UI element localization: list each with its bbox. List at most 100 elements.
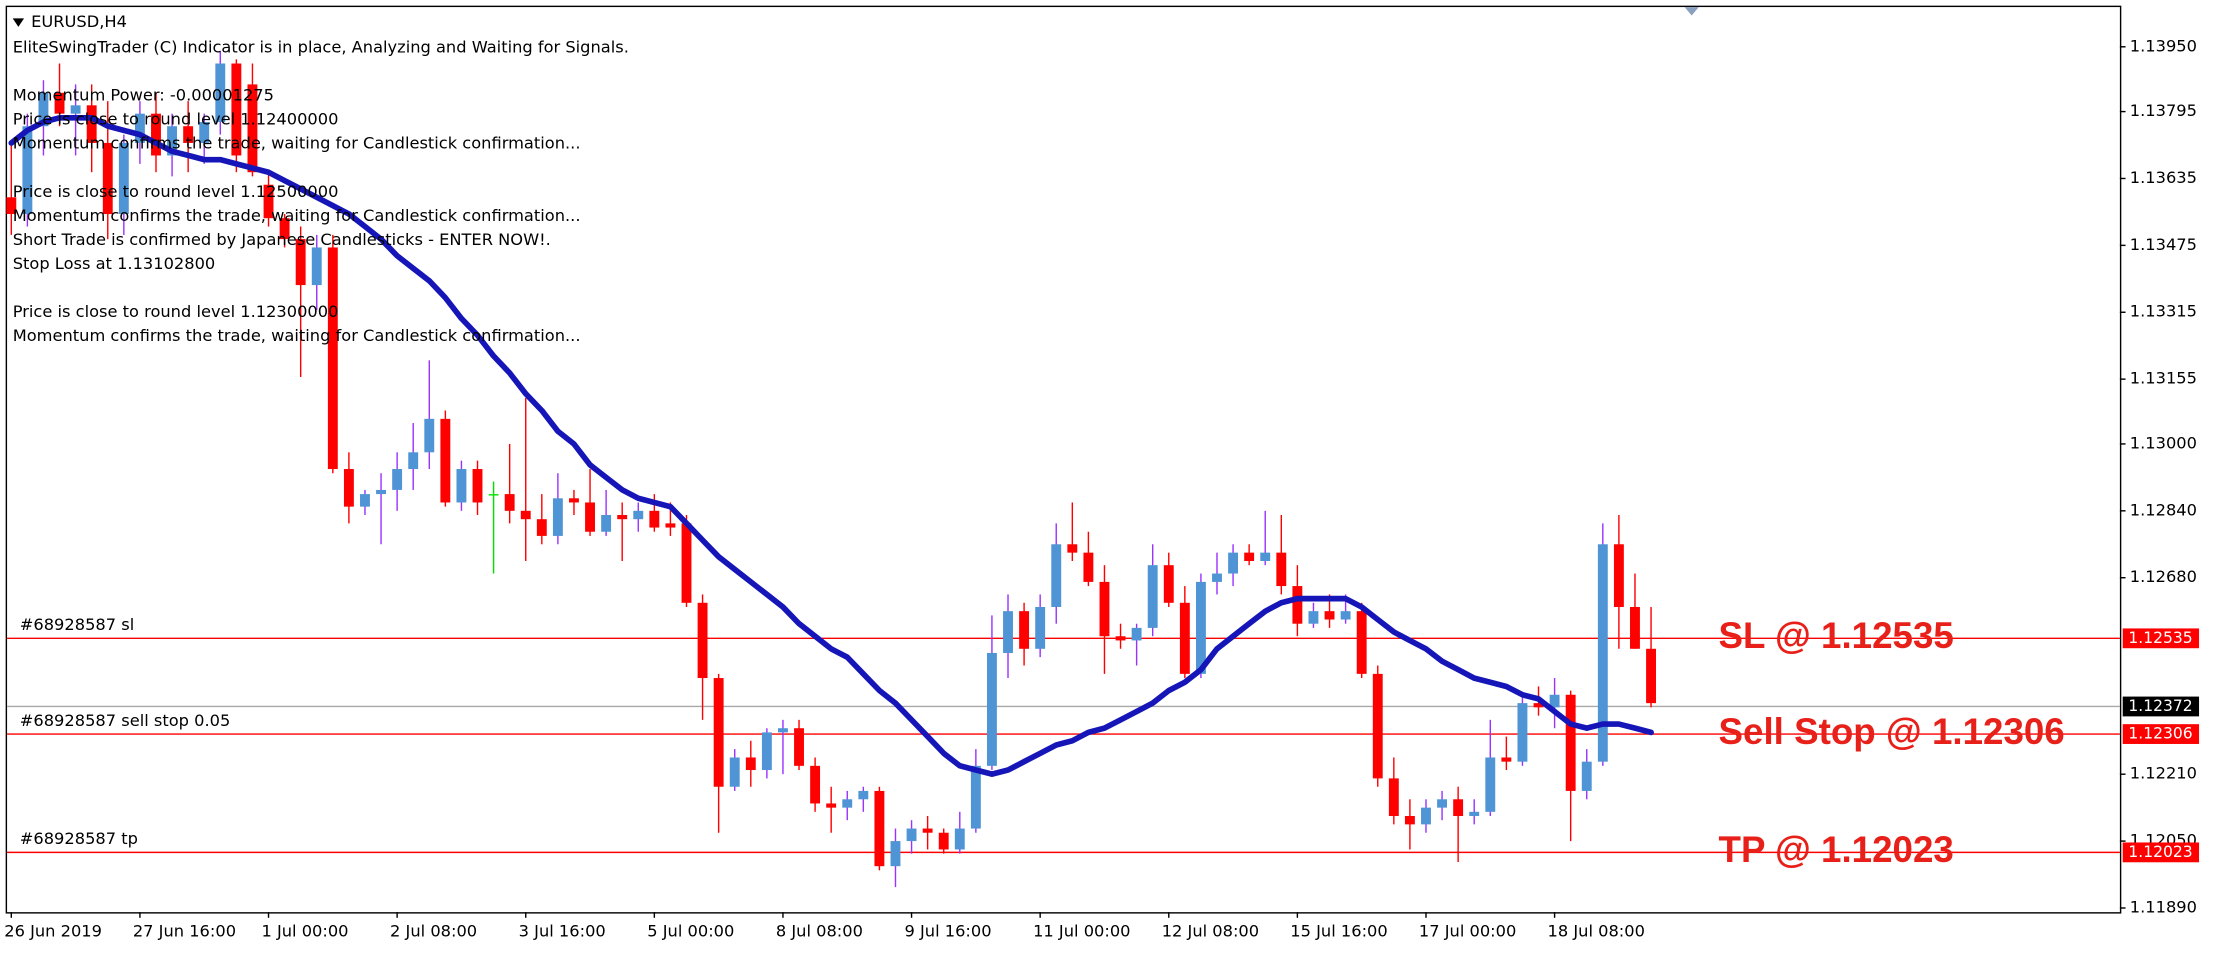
candle-body — [729, 757, 740, 787]
candle-body — [86, 105, 97, 143]
candle-body — [1099, 581, 1110, 637]
candle-body — [1228, 552, 1239, 574]
candle-body — [488, 494, 499, 496]
candle-body — [1308, 611, 1319, 624]
candle-body — [1003, 611, 1013, 653]
candle-body — [1421, 807, 1431, 825]
y-tick-label: 1.13315 — [2130, 302, 2197, 321]
candle-body — [810, 765, 821, 804]
candle-body — [504, 494, 515, 511]
y-tick-label: 1.13795 — [2130, 101, 2197, 120]
candle-body — [1581, 761, 1592, 791]
candle-body — [1051, 544, 1062, 607]
y-tick-label: 1.13635 — [2130, 168, 2197, 187]
candle-body — [1501, 757, 1512, 762]
x-tick-label: 27 Jun 16:00 — [133, 921, 236, 940]
price-box-label: 1.12023 — [2128, 843, 2192, 861]
candle-body — [617, 515, 628, 520]
candle-body — [1646, 648, 1656, 704]
y-tick-label: 1.13475 — [2130, 235, 2197, 254]
indicator-comment: Price is close to round level 1.12300000 — [13, 302, 339, 321]
x-tick-label: 18 Jul 08:00 — [1548, 921, 1645, 940]
candle-body — [1067, 544, 1078, 553]
candle-body — [954, 828, 965, 850]
candle-body — [1212, 573, 1222, 582]
candle-body — [1019, 611, 1030, 649]
order-label: #68928587 sell stop 0.05 — [20, 711, 231, 730]
x-tick-label: 3 Jul 16:00 — [519, 921, 606, 940]
candle-body — [440, 418, 451, 503]
x-tick-label: 8 Jul 08:00 — [776, 921, 863, 940]
indicator-comment: Momentum Power: -0.00001275 — [13, 86, 274, 105]
candle-body — [585, 502, 595, 532]
candle-body — [1179, 602, 1190, 674]
indicator-comment: Momentum confirms the trade, waiting for… — [13, 134, 581, 153]
candle-body — [1147, 565, 1158, 628]
candle-body — [938, 832, 949, 850]
price-box — [2122, 696, 2200, 717]
candle-body — [601, 515, 612, 532]
candle-body — [134, 113, 145, 143]
price-box — [2122, 724, 2200, 744]
candle-body — [569, 498, 579, 503]
x-tick-label: 11 Jul 00:00 — [1033, 921, 1130, 940]
candle-body — [167, 126, 178, 156]
y-tick-label: 1.12680 — [2130, 567, 2197, 586]
order-label: #68928587 tp — [20, 829, 138, 848]
candle-body — [343, 469, 354, 507]
indicator-comment: Momentum confirms the trade, waiting for… — [13, 206, 581, 225]
candle-body — [697, 602, 708, 679]
candle-body — [424, 418, 435, 453]
candle-body — [890, 841, 901, 867]
candle-body — [1388, 778, 1399, 817]
candle-body — [1292, 586, 1303, 624]
price-box-label: 1.12372 — [2128, 697, 2192, 715]
symbol: EURUSD,H4 — [31, 12, 127, 31]
candle-body — [922, 828, 933, 833]
candle-body — [183, 126, 194, 143]
candle-body — [472, 469, 483, 503]
candle-body — [1485, 757, 1496, 812]
candle-body — [215, 63, 226, 123]
candle-body — [1276, 552, 1287, 587]
candle-body — [681, 523, 692, 603]
candle-body — [247, 84, 258, 173]
candle-body — [970, 765, 981, 829]
candle-body — [1630, 606, 1640, 649]
candle-body — [408, 452, 419, 470]
candle-body — [1549, 694, 1560, 708]
candle-body — [151, 113, 161, 156]
candle-body — [665, 523, 676, 528]
candle-body — [311, 247, 322, 286]
candle-body — [22, 126, 33, 215]
y-tick-label: 1.11890 — [2130, 897, 2197, 916]
candle-body — [1372, 673, 1383, 779]
candle-body — [1083, 552, 1094, 582]
candle-body — [376, 489, 386, 495]
indicator-comment: Price is close to round level 1.12500000 — [13, 182, 339, 201]
indicator-comment: Momentum confirms the trade, waiting for… — [13, 326, 581, 345]
moving-average — [8, 114, 1654, 777]
order-label: #68928587 sl — [20, 615, 134, 634]
candle-body — [456, 469, 467, 503]
x-tick-label: 2 Jul 08:00 — [390, 921, 477, 940]
candle-body — [1244, 552, 1255, 561]
candle-body — [38, 92, 49, 127]
indicator-comment: Stop Loss at 1.13102800 — [13, 254, 216, 273]
candle-body — [392, 469, 403, 490]
candle-body — [842, 799, 853, 808]
candle-body — [1131, 627, 1142, 641]
candle-body — [794, 728, 804, 766]
candle-body — [327, 247, 338, 470]
price-box — [2122, 628, 2200, 649]
candle-body — [199, 122, 210, 143]
candle-body — [1404, 816, 1415, 825]
candle-body — [520, 510, 531, 520]
candle-body — [1260, 552, 1271, 561]
candle-body — [1517, 703, 1528, 762]
candle-body — [906, 828, 917, 842]
x-tick-label: 17 Jul 00:00 — [1419, 921, 1516, 940]
menu-arrow — [12, 18, 25, 27]
